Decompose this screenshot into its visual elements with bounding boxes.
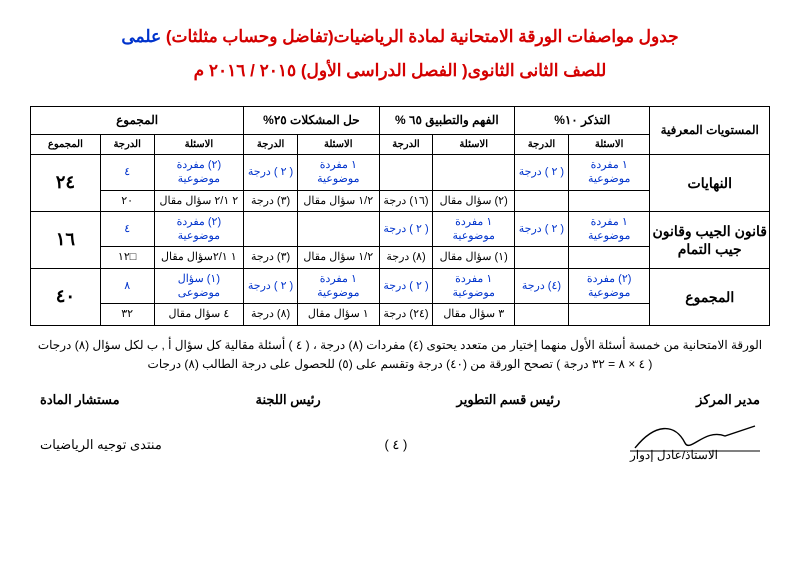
col-remember: التذكر ١٠% [515,107,650,135]
cell: ٨ [100,268,154,304]
cell: ١ ٢/١سؤال مقال [154,247,244,268]
cell [568,304,650,325]
cell: ١ سؤال مقال [297,304,379,325]
cell: ( ٢ ) درجة [379,211,433,247]
cell: ( ٢ ) درجة [515,155,569,191]
row-total: ٢٤ [31,155,101,212]
cell: ١ مفردة موضوعية [433,211,515,247]
table-row: المجموع (٢) مفردة موضوعية (٤) درجة ١ مفر… [31,268,770,304]
cell: ١/٢ سؤال مقال [297,190,379,211]
cell: (٤) درجة [515,268,569,304]
cell [379,155,433,191]
row-total: ٤٠ [31,268,101,325]
sub-d: الدرجة [244,135,298,155]
cell [433,155,515,191]
cell: (٢) سؤال مقال [433,190,515,211]
cell: ٣٢ [100,304,154,325]
footer-row: منتدى توجيه الرياضيات ( ٤ ) الاستاذ/عادل… [30,430,770,460]
notes: الورقة الامتحانية من خمسة أسئلة الأول من… [30,336,770,374]
sub-q: الاسئلة [568,135,650,155]
cell: (٢) مفردة موضوعية [154,155,244,191]
sub-q: الاسئلة [297,135,379,155]
title-line-2: للصف الثانى الثانوى( الفصل الدراسى الأول… [30,54,770,88]
row-label: قانون الجيب وقانون جيب التمام [650,211,770,268]
cell: ١ مفردة موضوعية [297,268,379,304]
cell: ( ٢ ) درجة [244,155,298,191]
page-number: ( ٤ ) [162,437,630,453]
signatures-row: مستشار المادة رئيس اللجنة رئيس قسم التطو… [30,392,770,408]
cell: ١ مفردة موضوعية [297,155,379,191]
cell: (٢٤) درجة [379,304,433,325]
cell: ٤ [100,211,154,247]
cell: (٨) درجة [379,247,433,268]
cell: (٣) درجة [244,247,298,268]
table-row: قانون الجيب وقانون جيب التمام ١ مفردة مو… [31,211,770,247]
sub-d: الدرجة [100,135,154,155]
cell: ١ مفردة موضوعية [433,268,515,304]
notes-line-2: ( ٤ × ٨ = ٣٢ درجة ) تصحح الورقة من (٤٠) … [30,355,770,374]
cell [568,247,650,268]
col-understand: الفهم والتطبيق ٦٥ % [379,107,514,135]
sub-d: الدرجة [379,135,433,155]
col-total: المجموع [31,107,244,135]
notes-line-1: الورقة الامتحانية من خمسة أسئلة الأول من… [30,336,770,355]
cell: ١ مفردة موضوعية [568,211,650,247]
cell: (١٦) درجة [379,190,433,211]
sig-committee-head: رئيس اللجنة [256,392,321,408]
sub-q: الاسئلة [154,135,244,155]
cell: (٣) درجة [244,190,298,211]
forum-name: منتدى توجيه الرياضيات [40,437,162,453]
cell [515,247,569,268]
title-line-1: جدول مواصفات الورقة الامتحانية لمادة الر… [30,20,770,54]
cell: ( ٢ ) درجة [515,211,569,247]
cell [568,190,650,211]
cell: (١) سؤال موضوعى [154,268,244,304]
signature-text: الاستاذ/عادل إدوار [630,448,718,462]
cell: ٣ سؤال مقال [433,304,515,325]
cell: ( ٢ ) درجة [379,268,433,304]
sig-subject-advisor: مستشار المادة [40,392,120,408]
cell: (١) سؤال مقال [433,247,515,268]
cell: ١/٢ سؤال مقال [297,247,379,268]
title-part-a: جدول مواصفات الورقة الامتحانية لمادة الر… [161,27,679,46]
row-label: المجموع [650,268,770,325]
row-total: ١٦ [31,211,101,268]
sub-tot: المجموع [31,135,101,155]
title-part-b: علمى [121,27,161,46]
row-label: النهايات [650,155,770,212]
cell: □١٢ [100,247,154,268]
cell [297,211,379,247]
cell: (٢) مفردة موضوعية [154,211,244,247]
sub-d: الدرجة [515,135,569,155]
cell: (٨) درجة [244,304,298,325]
table-header-row: المستويات المعرفية التذكر ١٠% الفهم والت… [31,107,770,135]
sig-dev-head: رئيس قسم التطوير [457,392,561,408]
cell [515,304,569,325]
signature-area: الاستاذ/عادل إدوار [630,430,760,460]
cell: ٢٠ [100,190,154,211]
table-row: النهايات ١ مفردة موضوعية ( ٢ ) درجة ١ مف… [31,155,770,191]
cell: ( ٢ ) درجة [244,268,298,304]
cell: ١ مفردة موضوعية [568,155,650,191]
sig-center-director: مدير المركز [696,392,760,408]
col-solve: حل المشكلات ٢٥% [244,107,379,135]
cell: (٢) مفردة موضوعية [568,268,650,304]
cell: ٤ سؤال مقال [154,304,244,325]
title-block: جدول مواصفات الورقة الامتحانية لمادة الر… [30,20,770,88]
col-levels: المستويات المعرفية [650,107,770,155]
cell: ٢ ٢/١ سؤال مقال [154,190,244,211]
cell: ٤ [100,155,154,191]
spec-table: المستويات المعرفية التذكر ١٠% الفهم والت… [30,106,770,326]
cell [244,211,298,247]
sub-q: الاسئلة [433,135,515,155]
cell [515,190,569,211]
